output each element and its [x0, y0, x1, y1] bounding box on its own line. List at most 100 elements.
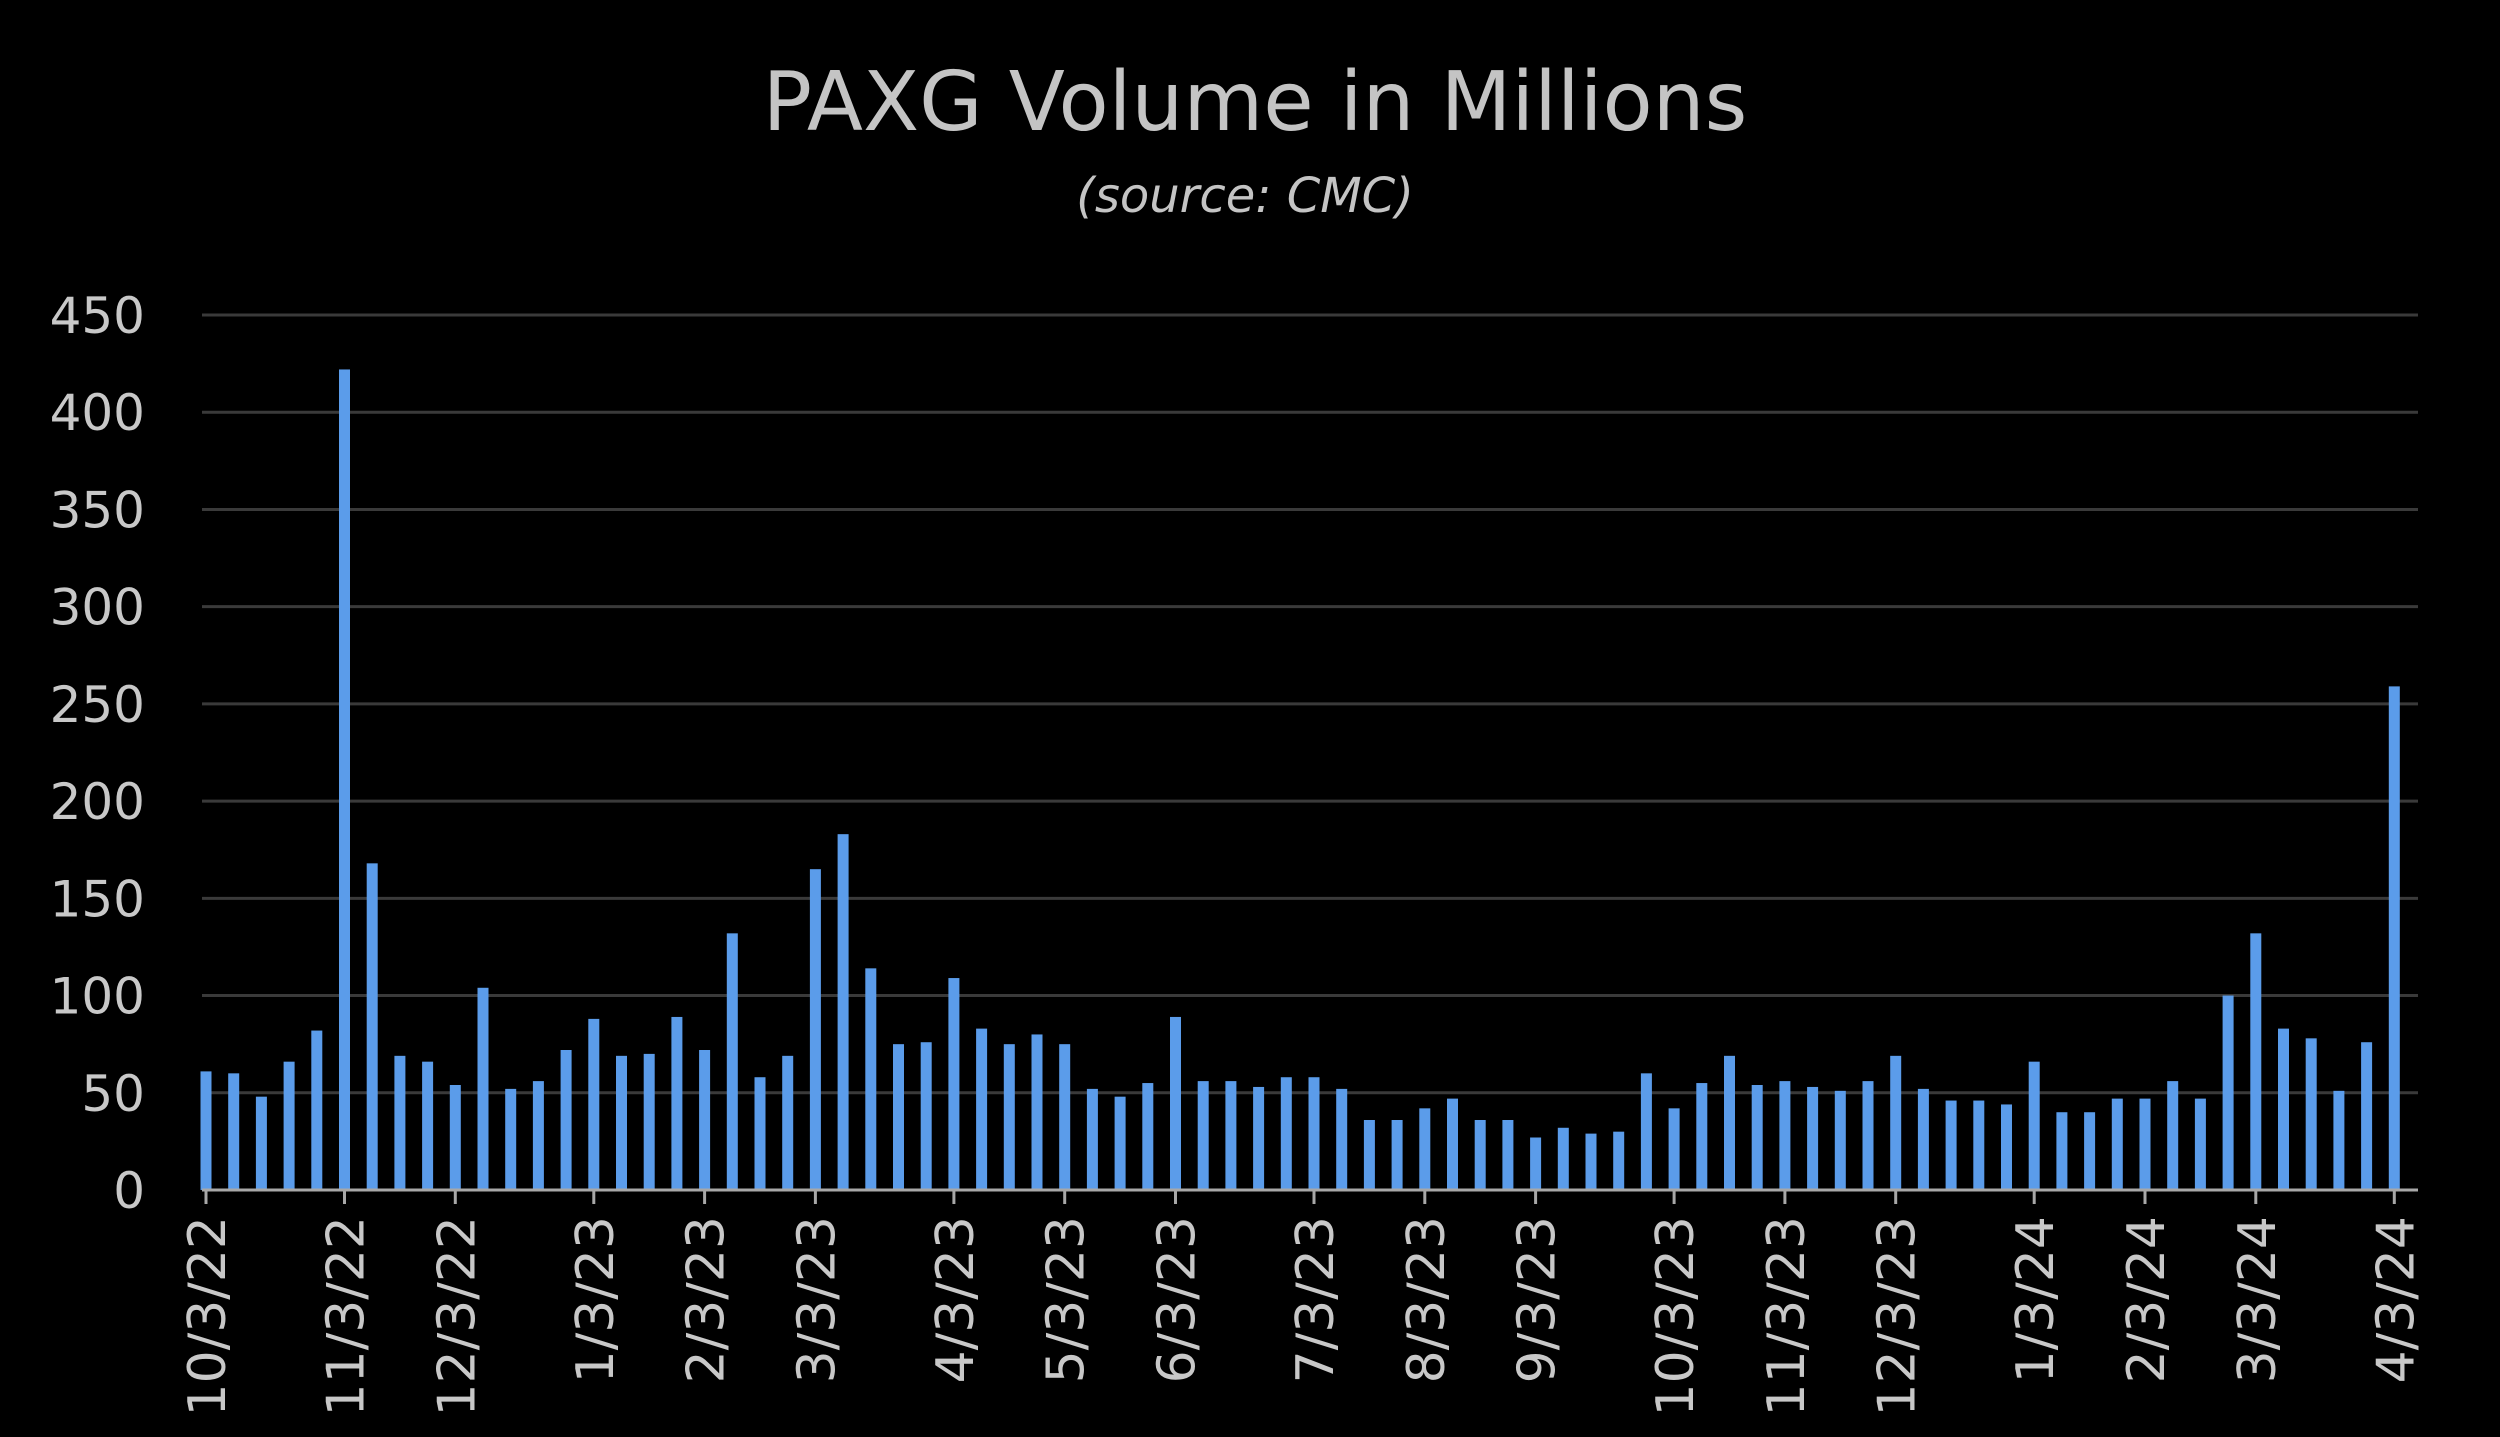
bar	[1419, 1108, 1431, 1190]
x-tick-label: 6/3/23	[1148, 1216, 1208, 1383]
bar	[1474, 1120, 1486, 1190]
y-tick-label: 150	[50, 870, 145, 928]
bar	[809, 869, 821, 1190]
y-tick-label: 400	[50, 384, 145, 442]
bar	[449, 1085, 461, 1190]
bar	[2056, 1112, 2068, 1190]
bar	[200, 1071, 212, 1190]
bar	[671, 1016, 683, 1190]
bar	[1807, 1086, 1819, 1190]
bar	[1502, 1120, 1514, 1190]
bar	[1253, 1086, 1265, 1190]
y-tick-label: 100	[50, 968, 145, 1026]
bar	[477, 987, 489, 1190]
y-tick-label: 250	[50, 676, 145, 734]
bar	[1779, 1081, 1791, 1190]
bar	[2001, 1104, 2012, 1190]
bar	[1945, 1100, 1957, 1190]
x-tick-label: 9/3/23	[1508, 1216, 1568, 1383]
bar	[283, 1061, 295, 1190]
bar	[920, 1042, 932, 1190]
bar	[1862, 1081, 1874, 1190]
bar	[311, 1030, 323, 1190]
bar	[2222, 995, 2234, 1190]
bar	[1585, 1133, 1597, 1190]
bar	[1530, 1137, 1542, 1190]
y-tick-label: 350	[50, 481, 145, 539]
bar	[643, 1053, 655, 1190]
bar	[1917, 1088, 1929, 1190]
bar	[1668, 1108, 1680, 1190]
bar	[1114, 1096, 1126, 1190]
y-tick-label: 450	[50, 287, 145, 345]
bar	[948, 978, 960, 1190]
bar	[1003, 1044, 1015, 1190]
bar	[2167, 1081, 2179, 1190]
bar	[2028, 1061, 2040, 1190]
bar	[1336, 1088, 1348, 1190]
bar	[1973, 1100, 1985, 1190]
x-tick-label: 10/3/23	[1646, 1216, 1706, 1416]
bar	[366, 863, 378, 1190]
bar	[2361, 1042, 2373, 1190]
bar	[726, 933, 738, 1190]
x-tick-label: 8/3/23	[1397, 1216, 1457, 1383]
bar	[1308, 1077, 1320, 1190]
x-tick-label: 1/3/23	[566, 1216, 626, 1383]
bar	[1890, 1055, 1902, 1190]
chart-subtitle: (source: CMC)	[1076, 168, 1414, 224]
bar	[2278, 1028, 2289, 1190]
bar	[699, 1050, 711, 1190]
bar	[1613, 1131, 1625, 1190]
x-tick-label: 7/3/23	[1286, 1216, 1346, 1383]
bar	[505, 1088, 517, 1190]
bar-series	[200, 369, 2400, 1190]
bar	[754, 1077, 766, 1190]
bar	[1059, 1044, 1071, 1190]
bar	[2388, 686, 2400, 1190]
x-tick-label: 4/3/23	[926, 1216, 986, 1383]
bar	[1696, 1083, 1708, 1190]
bar	[588, 1018, 600, 1190]
y-tick-label: 0	[113, 1162, 145, 1220]
bar	[1751, 1085, 1763, 1190]
bar	[394, 1055, 406, 1190]
bar	[1640, 1073, 1652, 1190]
bar	[1031, 1034, 1043, 1190]
bar	[893, 1044, 904, 1190]
bar	[422, 1061, 434, 1190]
bar	[2250, 933, 2262, 1190]
bar	[1363, 1120, 1375, 1190]
y-tick-label: 200	[50, 773, 145, 831]
x-tick-label: 11/3/22	[317, 1216, 377, 1416]
x-tick-label: 11/3/23	[1757, 1216, 1817, 1416]
bar	[2111, 1098, 2123, 1190]
bar	[2194, 1098, 2206, 1190]
bar	[228, 1073, 240, 1190]
bar	[2084, 1112, 2096, 1190]
x-axis: 10/3/22 11/3/22 12/3/22 1/3/23 2/3/23 3/3/23 4…	[178, 1188, 2426, 1416]
bar	[782, 1055, 794, 1190]
bar	[1197, 1081, 1209, 1190]
y-tick-label: 300	[50, 579, 145, 637]
x-tick-label: 4/3/24	[2366, 1216, 2426, 1383]
y-tick-label: 50	[81, 1065, 145, 1123]
bar	[837, 834, 849, 1190]
bar	[1391, 1120, 1403, 1190]
bar	[1557, 1127, 1569, 1190]
bar	[339, 369, 350, 1190]
bar	[2305, 1038, 2317, 1190]
bar	[616, 1055, 627, 1190]
x-tick-label: 3/3/24	[2228, 1216, 2288, 1383]
bar	[1724, 1055, 1735, 1190]
bar	[865, 968, 877, 1190]
bar	[1280, 1077, 1292, 1190]
bar	[976, 1028, 988, 1190]
x-tick-label: 3/3/23	[787, 1216, 847, 1383]
x-tick-label: 12/3/23	[1868, 1216, 1928, 1416]
x-tick-label: 2/3/24	[2117, 1216, 2177, 1383]
x-tick-label: 5/3/23	[1037, 1216, 1097, 1383]
bar	[255, 1096, 267, 1190]
